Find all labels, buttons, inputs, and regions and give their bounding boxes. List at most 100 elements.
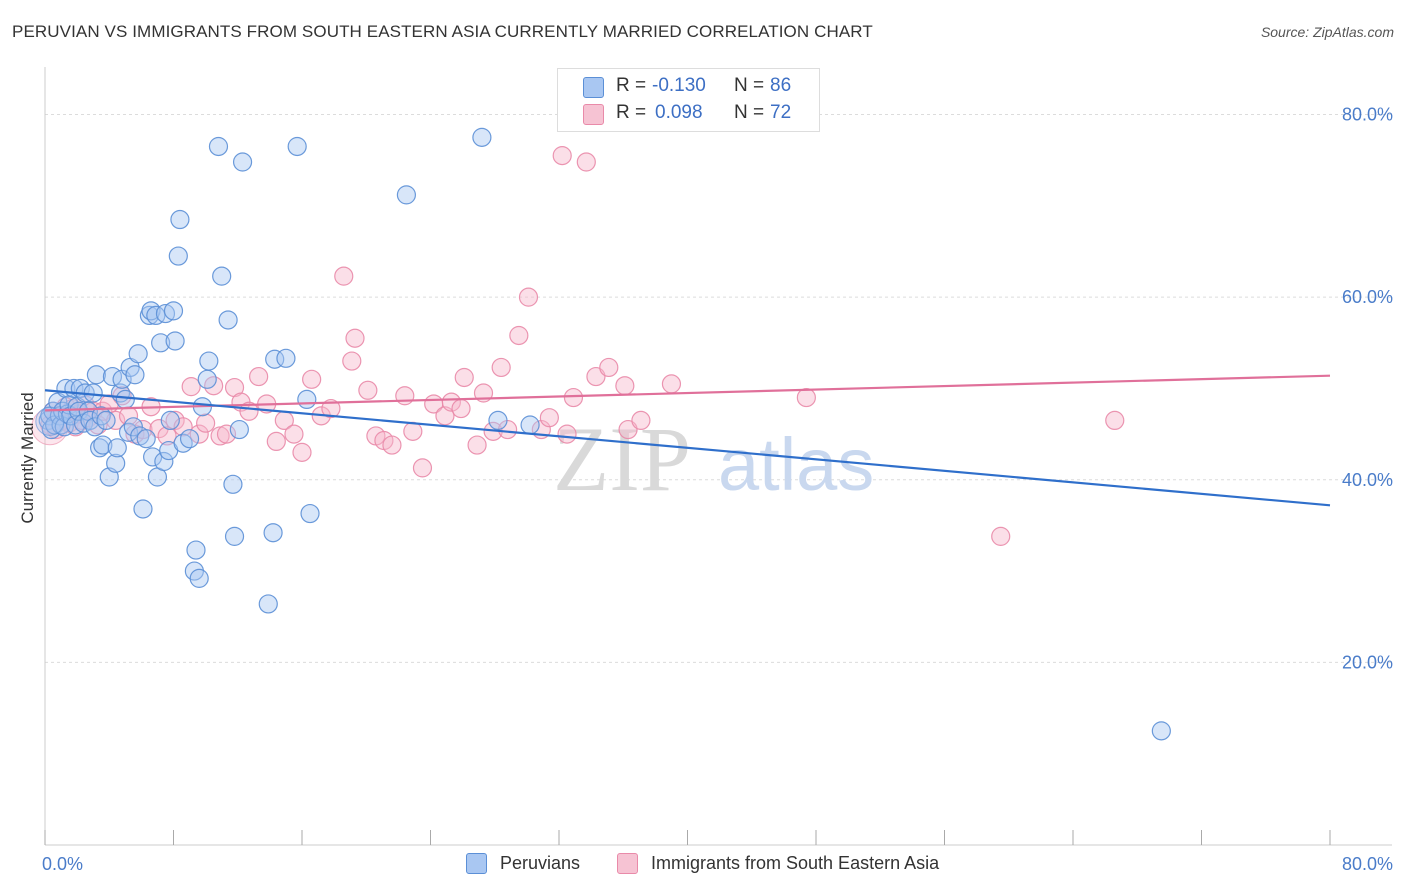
correlation-legend: R = -0.130 N = 86 R = 0.098 N = 72 (557, 68, 820, 132)
data-point-peruvians (488, 410, 508, 431)
legend-swatch-peruvians (583, 77, 604, 98)
x-tick-label: 0.0% (42, 854, 83, 874)
y-tick-label: 80.0% (1342, 105, 1393, 125)
data-point-immigrants (266, 431, 286, 452)
data-point-peruvians (232, 152, 253, 172)
watermark-zip: ZIP (553, 408, 691, 510)
data-point-immigrants (403, 421, 423, 441)
data-point-immigrants (563, 387, 584, 408)
data-point-immigrants (552, 146, 572, 166)
data-point-immigrants (451, 398, 471, 419)
data-point-peruvians (154, 451, 174, 472)
legend-item-immigrants: Immigrants from South Eastern Asia (617, 852, 987, 876)
data-point-peruvians (179, 429, 200, 449)
data-point-immigrants (239, 401, 259, 421)
data-point-immigrants (631, 410, 651, 431)
data-point-peruvians (96, 410, 116, 431)
legend-r-label: R = (616, 102, 647, 123)
data-point-immigrants (106, 410, 126, 431)
series-peruvians-points (35, 127, 1171, 741)
data-point-peruvians (133, 499, 153, 519)
trend-lines (44, 374, 1331, 507)
data-point-peruvians (136, 429, 156, 449)
source-attribution: Source: ZipAtlas.com (1260, 24, 1394, 40)
legend-label-peruvians: Peruvians (500, 853, 581, 873)
legend-n-label: N = (734, 75, 765, 96)
data-point-peruvians (1151, 721, 1171, 741)
data-point-immigrants (467, 435, 487, 455)
data-point-peruvians (212, 266, 232, 286)
data-point-peruvians (223, 474, 243, 494)
watermark-atlas: atlas (718, 423, 874, 506)
data-point-peruvians (218, 310, 238, 330)
data-point-peruvians (170, 209, 190, 230)
data-point-immigrants (189, 424, 209, 444)
data-point-immigrants (395, 386, 415, 406)
data-point-immigrants (441, 392, 461, 412)
data-point-peruvians (165, 331, 185, 351)
data-point-immigrants (342, 351, 362, 371)
data-point-immigrants (345, 328, 365, 348)
data-point-peruvians (125, 365, 145, 385)
series-immigrants-points (31, 146, 1125, 546)
tick-labels: 20.0% 40.0% 60.0% 80.0% 0.0% 80.0% (42, 105, 1393, 874)
data-point-immigrants (454, 367, 474, 388)
data-point-immigrants (284, 424, 304, 444)
data-point-peruvians (128, 344, 148, 364)
legend-row-immigrants: R = 0.098 N = 72 (558, 101, 818, 127)
data-point-immigrants (334, 266, 354, 286)
data-point-peruvians (199, 351, 219, 371)
data-point-peruvians (186, 540, 206, 560)
data-point-peruvians (107, 438, 127, 458)
legend-row-peruvians: R = -0.130 N = 86 (558, 74, 818, 100)
legend-n-label: N = (734, 102, 765, 123)
data-point-peruvians (396, 185, 417, 205)
data-point-peruvians (229, 419, 249, 440)
data-point-immigrants (491, 357, 511, 378)
data-point-peruvians (258, 594, 278, 614)
y-tick-label: 20.0% (1342, 652, 1393, 672)
data-point-peruvians (160, 410, 180, 431)
data-point-peruvians (189, 568, 209, 588)
axes (44, 67, 1392, 846)
data-point-peruvians (86, 365, 107, 385)
data-point-immigrants (661, 374, 682, 394)
data-point-immigrants (615, 376, 635, 396)
data-point-immigrants (118, 406, 139, 426)
legend-r-label: R = (616, 75, 647, 96)
legend-swatch-peruvians (466, 853, 487, 874)
legend-r-value: -0.130 (652, 75, 706, 96)
data-point-cluster-peruvians (35, 406, 65, 436)
trend-line-peruvians (44, 389, 1331, 507)
y-tick-label: 40.0% (1342, 470, 1393, 490)
data-point-peruvians (297, 389, 317, 410)
watermark: ZIP atlas (553, 408, 874, 510)
data-point-immigrants (518, 287, 539, 307)
data-point-peruvians (472, 127, 492, 147)
legend-swatch-immigrants (617, 853, 638, 874)
data-point-immigrants (321, 398, 341, 419)
data-point-peruvians (93, 435, 113, 455)
data-point-peruvians (520, 415, 540, 435)
x-tick-label: 80.0% (1342, 854, 1393, 874)
grid-lines (45, 114, 1392, 663)
data-point-peruvians (146, 305, 166, 326)
data-point-immigrants (1105, 410, 1125, 431)
data-point-immigrants (210, 426, 230, 446)
data-point-peruvians (163, 301, 184, 321)
data-point-immigrants (196, 413, 216, 433)
data-point-peruvians (151, 333, 171, 353)
data-point-peruvians (287, 136, 307, 157)
data-point-immigrants (991, 526, 1011, 546)
data-point-immigrants (576, 152, 596, 172)
data-point-immigrants (292, 442, 312, 462)
legend-n-value: 86 (770, 75, 792, 96)
legend-r-value: 0.098 (655, 102, 703, 123)
data-point-immigrants (382, 435, 402, 455)
data-point-peruvians (276, 348, 296, 368)
trend-line-immigrants (44, 374, 1331, 412)
legend-swatch-immigrants (583, 104, 604, 125)
y-tick-label: 60.0% (1342, 287, 1393, 307)
data-point-immigrants (302, 369, 322, 389)
